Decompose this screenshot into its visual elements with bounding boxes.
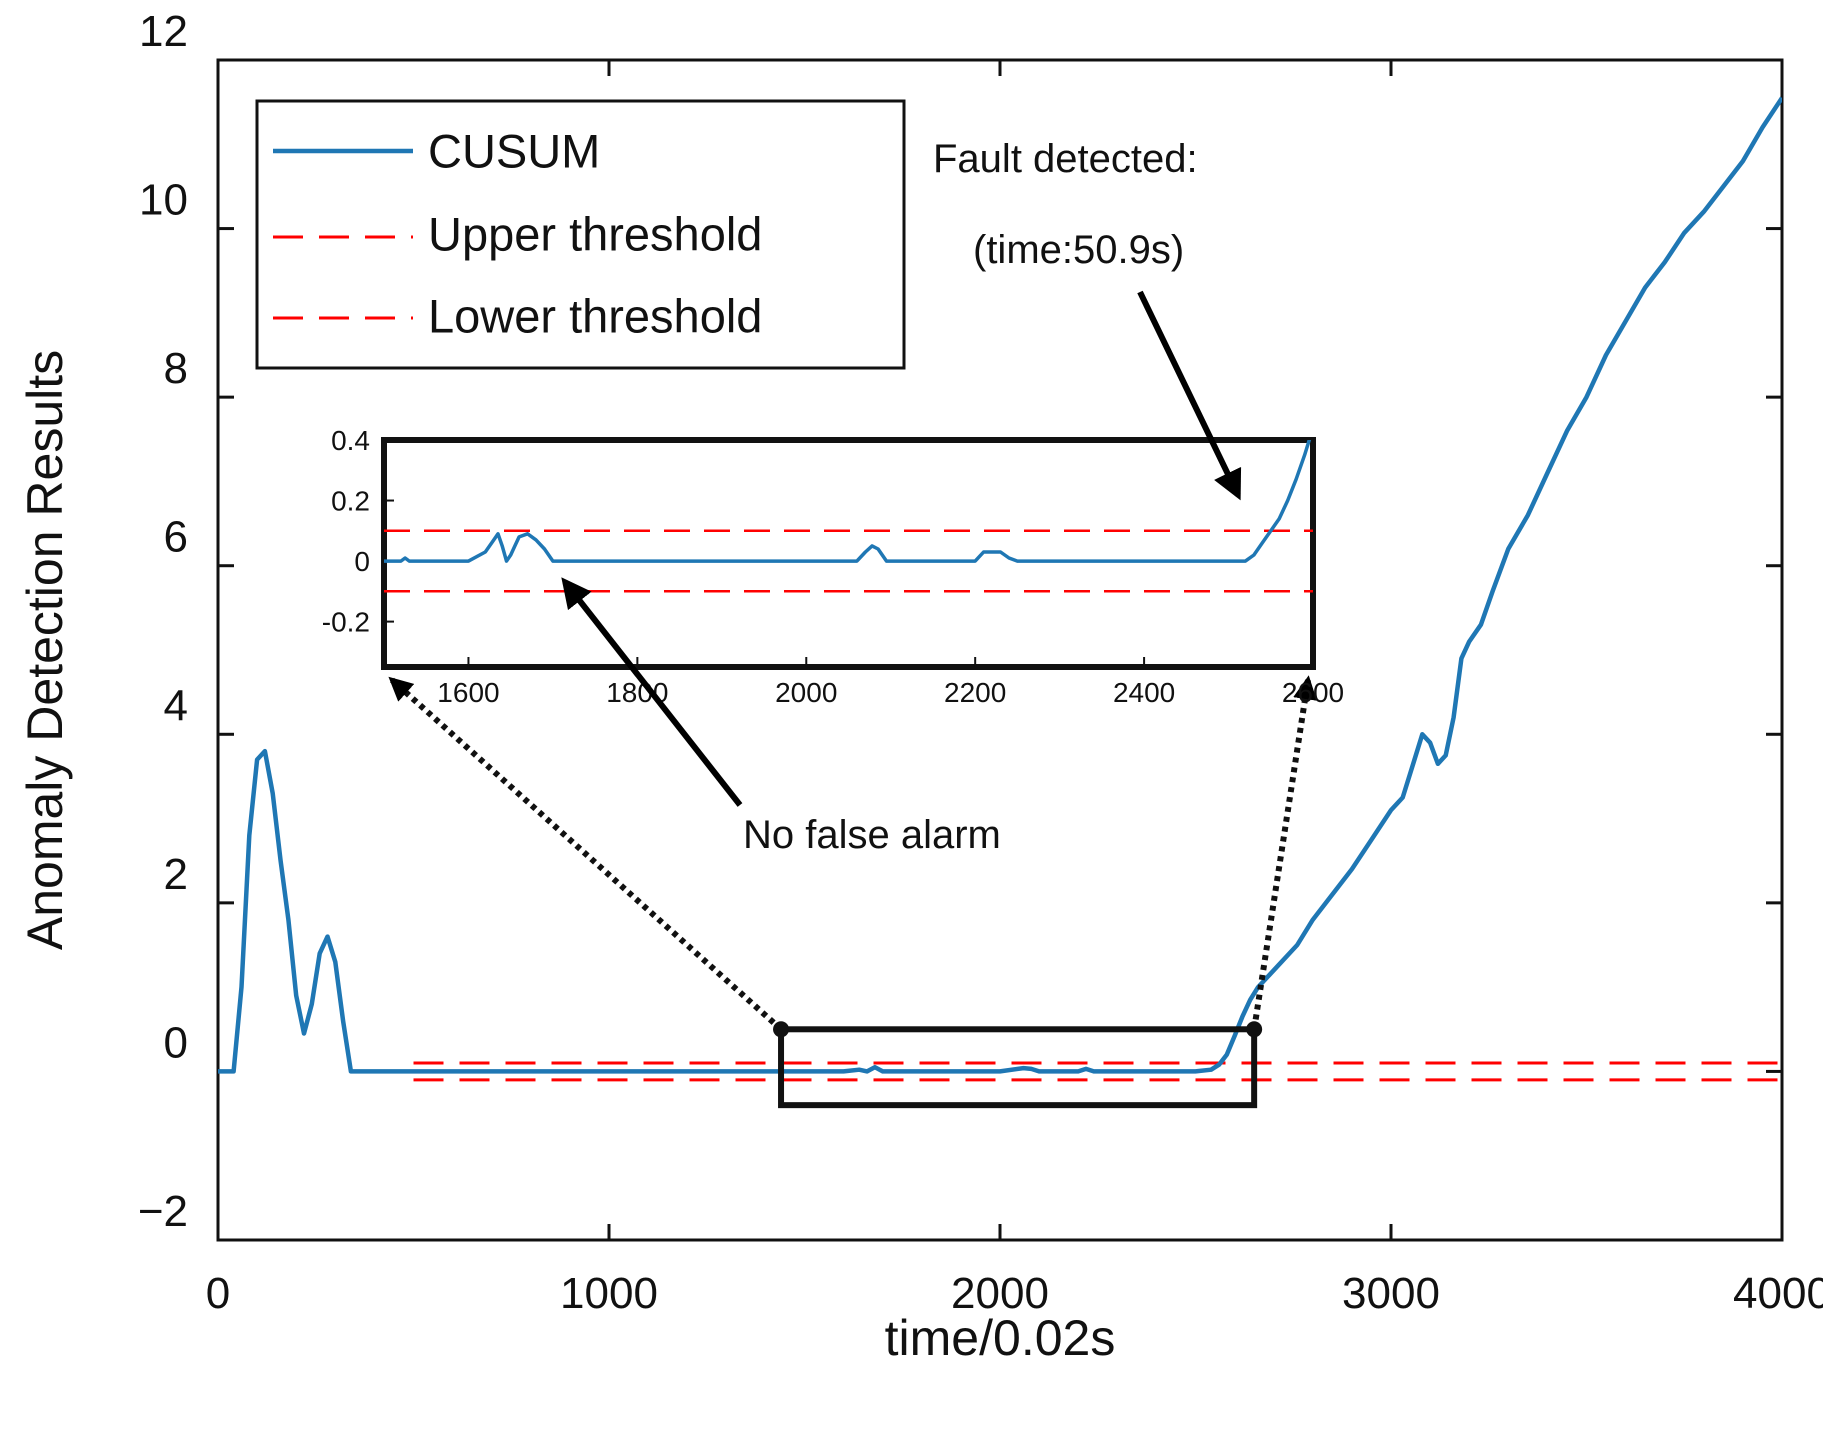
- y-tick-label: 12: [139, 7, 188, 56]
- no-false-alarm-arrow: [561, 577, 743, 807]
- no-false-alarm-label: No false alarm: [743, 813, 1001, 857]
- y-tick-label: 8: [164, 344, 188, 393]
- inset-x-tick-label: 2000: [775, 677, 837, 708]
- inset-x-tick-label: 1600: [437, 677, 499, 708]
- inset-plot: 1600 1800 2000 2200 2400 2600 -0.200.20.4: [322, 425, 1344, 708]
- legend-label-cusum: CUSUM: [428, 124, 600, 177]
- fault-detected-time-label: (time:50.9s): [973, 228, 1184, 272]
- inset-y-tick-label: 0.2: [331, 486, 370, 517]
- inset-x-axis: 1600 1800 2000 2200 2400 2600: [437, 657, 1344, 708]
- y-tick-label: −2: [138, 1187, 188, 1236]
- inset-cusum-line: [384, 440, 1312, 563]
- inset-y-tick-label: 0: [354, 546, 370, 577]
- inset-y-tick-label: 0.4: [331, 425, 370, 456]
- zoom-connector-right: [1251, 675, 1317, 1030]
- y-axis-title: Anomaly Detection Results: [17, 350, 73, 950]
- x-axis-title: time/0.02s: [885, 1310, 1116, 1366]
- x-tick-label: 0: [206, 1269, 230, 1318]
- inset-y-tick-label: -0.2: [322, 607, 370, 638]
- x-tick-label: 3000: [1342, 1269, 1440, 1318]
- zoom-connector-left: [388, 676, 784, 1032]
- y-tick-label: 4: [164, 681, 188, 730]
- y-tick-label: 6: [164, 513, 188, 562]
- zoom-corner-dot-right: [1246, 1021, 1263, 1038]
- y-tick-label: 0: [164, 1018, 188, 1067]
- y-axis: −2 0 2 4 6 8 10 12: [138, 7, 1782, 1242]
- inset-x-tick-label: 2600: [1282, 677, 1344, 708]
- x-tick-label: 4000: [1733, 1269, 1823, 1318]
- fault-detected-arrow: [1137, 290, 1242, 501]
- y-tick-label: 10: [139, 176, 188, 225]
- inset-frame: [381, 437, 1316, 670]
- inset-y-axis: -0.2 0 0.2 0.4: [322, 425, 394, 638]
- legend-box: [255, 99, 906, 370]
- cusum-series-line: [218, 96, 1782, 1074]
- zoom-corner-dot-left: [773, 1021, 790, 1038]
- zoom-box: [778, 1026, 1258, 1109]
- inset-x-tick-label: 2400: [1113, 677, 1175, 708]
- legend: CUSUM Upper threshold Lower threshold: [255, 99, 906, 370]
- legend-label-lower: Lower threshold: [428, 289, 762, 342]
- legend-label-upper: Upper threshold: [428, 207, 762, 260]
- x-tick-label: 1000: [560, 1269, 658, 1318]
- fault-detected-label: Fault detected:: [933, 137, 1198, 181]
- y-tick-label: 2: [164, 850, 188, 899]
- x-tick-label: 2000: [951, 1269, 1049, 1318]
- inset-x-tick-label: 2200: [944, 677, 1006, 708]
- x-axis: 0 1000 2000 3000 4000: [206, 60, 1823, 1318]
